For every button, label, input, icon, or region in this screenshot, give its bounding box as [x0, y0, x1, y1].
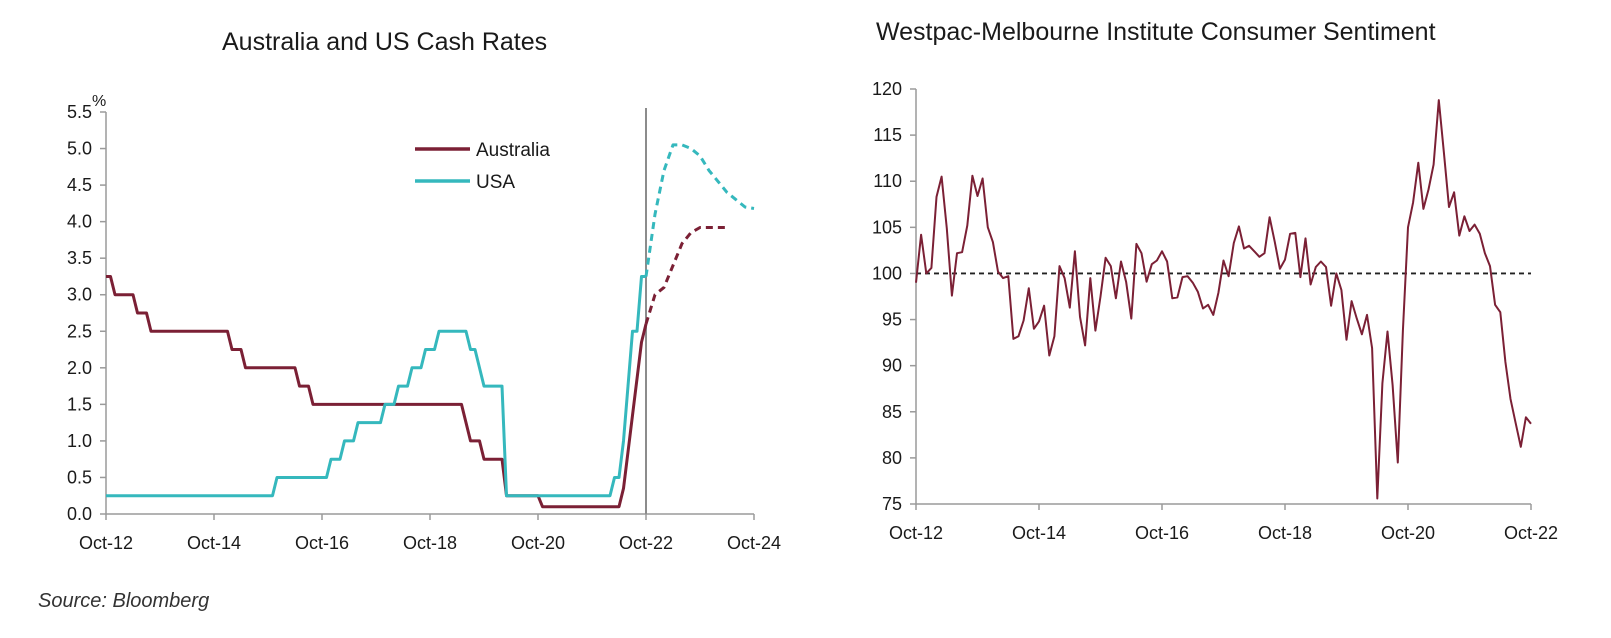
y-tick-label: 4.5 — [67, 175, 92, 195]
legend-label: USA — [476, 172, 515, 193]
y-tick-label: 2.5 — [67, 321, 92, 341]
x-tick-label: Oct-20 — [1381, 523, 1435, 543]
y-tick-label: 3.0 — [67, 285, 92, 305]
y-tick-label: 90 — [882, 356, 902, 376]
y-tick-label: 100 — [872, 263, 902, 283]
series-line-australia-forecast — [644, 226, 727, 325]
y-tick-label: 0.5 — [67, 467, 92, 487]
consumer-sentiment-chart: Westpac-Melbourne Institute Consumer Sen… — [840, 0, 1611, 600]
y-tick-label: 80 — [882, 448, 902, 468]
source-note: Source: Bloomberg — [38, 590, 210, 612]
x-tick-label: Oct-18 — [1258, 523, 1312, 543]
x-tick-label: Oct-12 — [79, 533, 133, 553]
series-line-usa-forecast — [644, 143, 755, 277]
cash-rates-plot: 0.0 0.5 1.0 1.5 2.0 2.5 3.0 3.5 4.0 4.5 5.0 5.5 Oct-… — [67, 93, 781, 553]
x-tick-label: Oct-22 — [1504, 523, 1558, 543]
y-tick-label: 115 — [873, 125, 902, 145]
y-tick-label: 85 — [882, 402, 902, 422]
chart-title: Westpac-Melbourne Institute Consumer Sen… — [876, 18, 1436, 46]
y-tick-label: 105 — [872, 217, 902, 237]
y-tick-label: 1.5 — [67, 394, 92, 414]
x-tick-label: Oct-16 — [1135, 523, 1189, 543]
y-tick-label: 1.0 — [67, 431, 92, 451]
x-tick-label: Oct-20 — [511, 533, 565, 553]
x-tick-label: Oct-22 — [619, 533, 673, 553]
x-tick-label: Oct-14 — [187, 533, 241, 553]
y-tick-label: 4.0 — [67, 212, 92, 232]
y-tick-label: 0.0 — [67, 504, 92, 524]
y-tick-label: 120 — [872, 79, 902, 99]
x-tick-label: Oct-24 — [727, 533, 781, 553]
y-tick-label: 3.5 — [67, 248, 92, 268]
consumer-sentiment-plot: 75 80 85 90 95 100 105 110 115 120 Oct-12 Oct-14 Oct… — [872, 79, 1558, 543]
y-tick-label: 95 — [882, 310, 902, 330]
x-tick-label: Oct-18 — [403, 533, 457, 553]
x-tick-label: Oct-16 — [295, 533, 349, 553]
y-tick-label: 2.0 — [67, 358, 92, 378]
cash-rates-chart: Australia and US Cash Rates 0.0 0.5 1.0 1.5… — [0, 0, 820, 600]
chart-title: Australia and US Cash Rates — [222, 28, 548, 56]
y-tick-label: 5.0 — [67, 139, 92, 159]
y-axis-label: % — [92, 93, 106, 110]
y-tick-label: 5.5 — [67, 102, 92, 122]
series-line-australia — [106, 275, 648, 509]
series-line-usa — [106, 275, 646, 498]
x-tick-label: Oct-14 — [1012, 523, 1066, 543]
x-tick-label: Oct-12 — [889, 523, 943, 543]
y-tick-label: 75 — [882, 494, 902, 514]
y-tick-label: 110 — [873, 171, 902, 191]
legend-label: Australia — [476, 140, 550, 161]
series-line-consumer-sentiment — [915, 99, 1532, 500]
